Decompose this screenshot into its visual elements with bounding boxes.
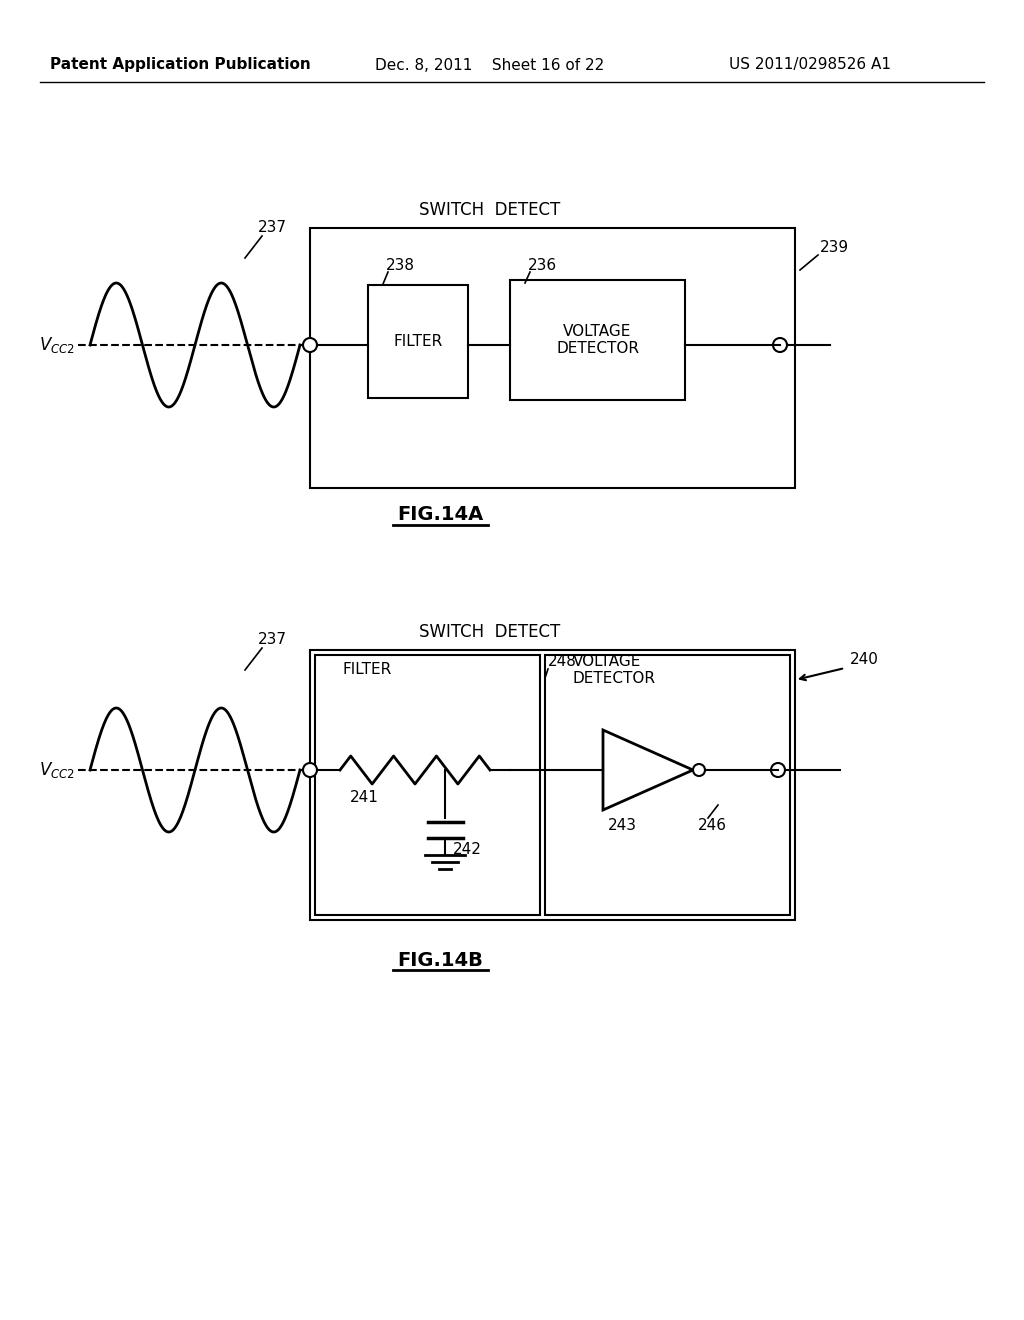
Text: US 2011/0298526 A1: US 2011/0298526 A1 [729, 58, 891, 73]
Circle shape [303, 338, 317, 352]
Text: FIG.14A: FIG.14A [397, 506, 483, 524]
Text: FIG.14B: FIG.14B [397, 950, 483, 969]
Bar [545, 655, 790, 915]
Text: 236: 236 [528, 257, 557, 272]
Text: FILTER: FILTER [393, 334, 442, 348]
Text: SWITCH  DETECT: SWITCH DETECT [420, 201, 560, 219]
Text: 241: 241 [350, 791, 379, 805]
Text: $V_{CC2}$: $V_{CC2}$ [39, 760, 75, 780]
Circle shape [771, 763, 785, 777]
Circle shape [693, 764, 705, 776]
Bar [368, 285, 468, 399]
Bar [310, 649, 795, 920]
Text: VOLTAGE
DETECTOR: VOLTAGE DETECTOR [573, 653, 656, 686]
Bar [310, 228, 795, 488]
Bar [315, 655, 540, 915]
Text: Dec. 8, 2011    Sheet 16 of 22: Dec. 8, 2011 Sheet 16 of 22 [376, 58, 604, 73]
Text: 237: 237 [258, 220, 287, 235]
Text: 238: 238 [386, 257, 415, 272]
Text: $V_{CC2}$: $V_{CC2}$ [39, 335, 75, 355]
Bar [510, 280, 685, 400]
Text: 240: 240 [850, 652, 879, 668]
Text: 239: 239 [820, 240, 849, 256]
Text: 248: 248 [548, 655, 577, 669]
Circle shape [773, 338, 787, 352]
Text: 237: 237 [258, 632, 287, 648]
Text: 246: 246 [698, 817, 727, 833]
Text: Patent Application Publication: Patent Application Publication [49, 58, 310, 73]
Text: 243: 243 [608, 817, 637, 833]
Text: VOLTAGE
DETECTOR: VOLTAGE DETECTOR [556, 323, 639, 356]
Text: SWITCH  DETECT: SWITCH DETECT [420, 623, 560, 642]
Text: 242: 242 [453, 842, 482, 858]
Circle shape [303, 763, 317, 777]
Text: FILTER: FILTER [343, 663, 392, 677]
